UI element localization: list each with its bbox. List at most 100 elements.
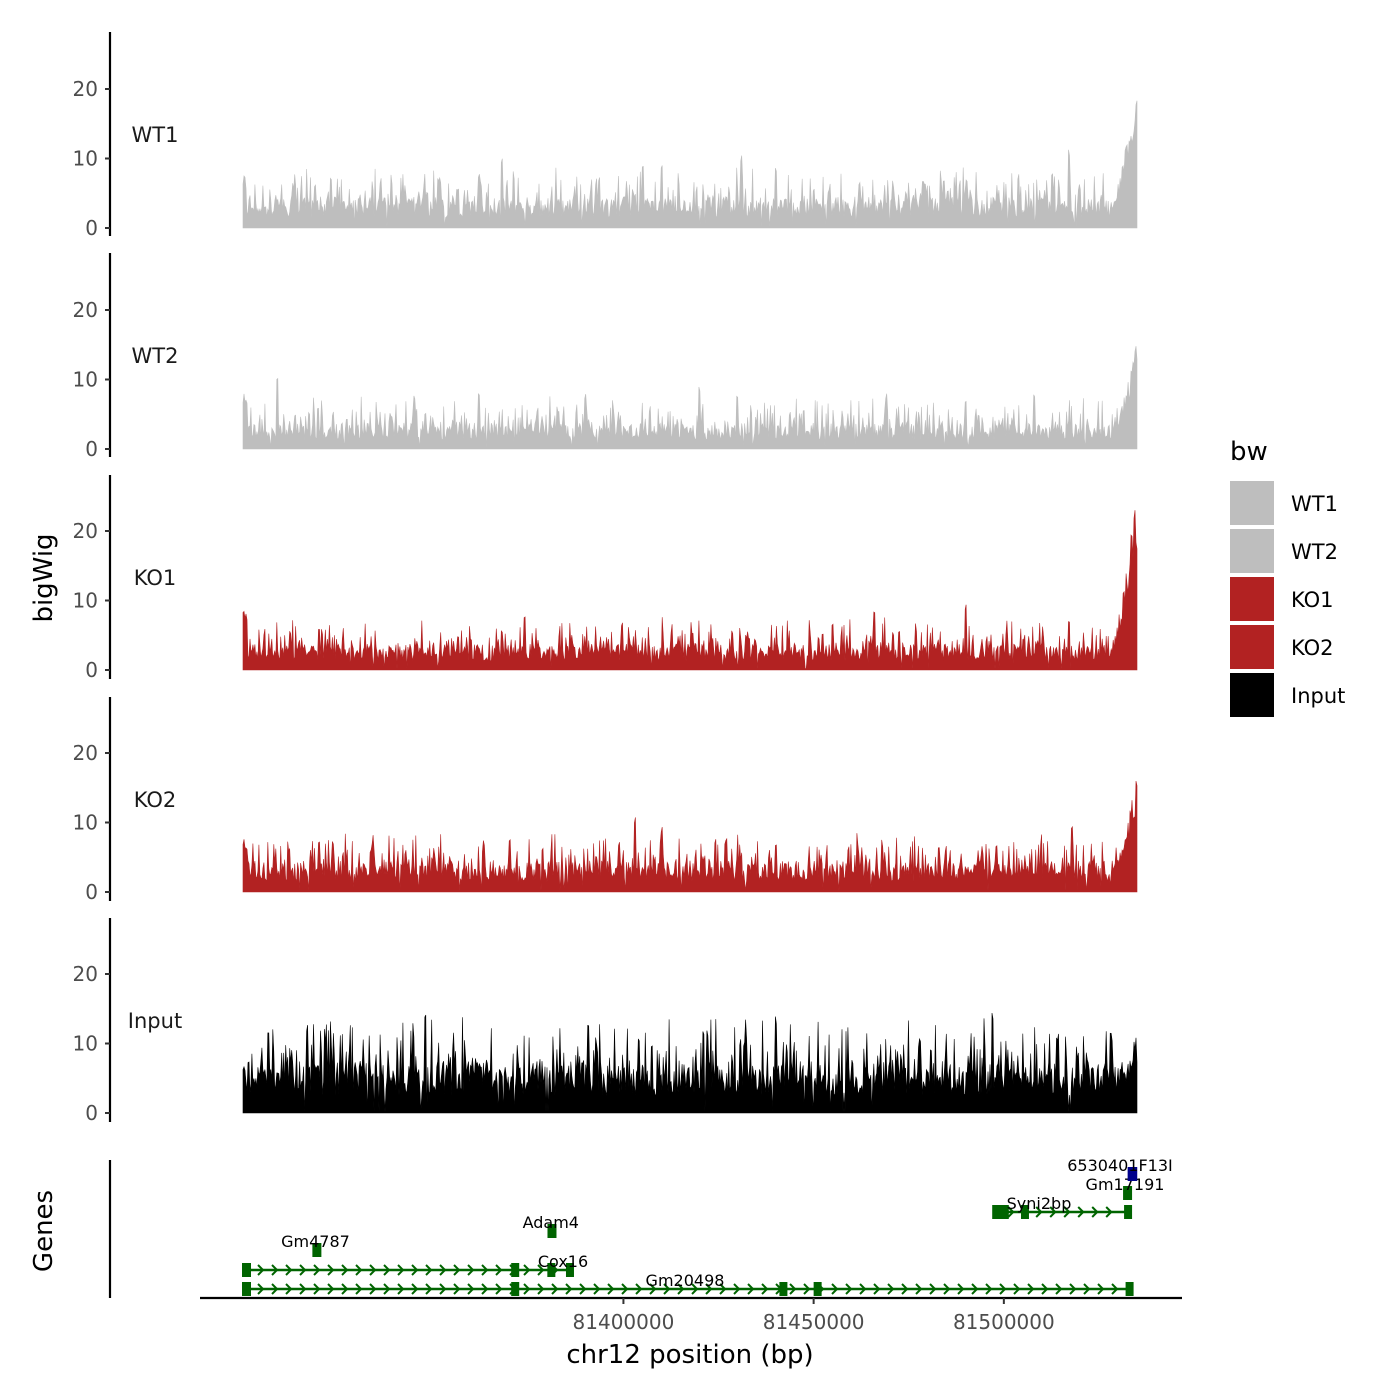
strand-chevron	[285, 1283, 293, 1295]
strand-chevron	[1077, 1206, 1085, 1218]
strand-chevron	[845, 1283, 853, 1295]
strand-chevron	[341, 1264, 349, 1276]
y-tick-label: 10	[73, 1032, 98, 1056]
strand-chevron	[313, 1283, 321, 1295]
exon	[1125, 1282, 1134, 1296]
strand-chevron	[537, 1264, 545, 1276]
signal-area-wt2	[242, 346, 1138, 450]
gene-gm17191: Gm17191	[1086, 1175, 1164, 1200]
genes-axis-title: Genes	[29, 1190, 59, 1272]
track-wt2: 0 10 20 WT2	[73, 253, 1138, 461]
exon	[1020, 1205, 1029, 1219]
exon	[1124, 1186, 1133, 1200]
y-tick-label: 20	[73, 298, 98, 322]
exon	[548, 1224, 557, 1238]
strand-chevron	[761, 1283, 769, 1295]
legend-key-wt2	[1230, 529, 1274, 573]
strand-chevron	[635, 1283, 643, 1295]
legend-label-input: Input	[1291, 684, 1345, 708]
y-tick-label: 20	[73, 519, 98, 543]
strand-chevron	[1105, 1206, 1113, 1218]
gene-label: 6530401F13I	[1067, 1156, 1173, 1175]
y-tick-label: 20	[73, 741, 98, 765]
strand-chevron	[397, 1264, 405, 1276]
legend-key-ko1	[1230, 577, 1274, 621]
strand-chevron	[1097, 1283, 1105, 1295]
gene-label: Cox16	[538, 1252, 588, 1271]
strand-chevron	[439, 1264, 447, 1276]
strand-chevron	[649, 1283, 657, 1295]
genes-panel: Gm4787 Adam4 Cox16 Gm20498 Syni2bp Gm17191653…	[108, 1156, 1173, 1298]
strand-chevron	[481, 1283, 489, 1295]
y-tick-label: 10	[73, 811, 98, 835]
strand-chevron	[1055, 1283, 1063, 1295]
gene-cox16: Cox16	[242, 1252, 588, 1277]
x-axis-title: chr12 position (bp)	[566, 1340, 813, 1370]
gene-6530401f13i: 6530401F13I	[1067, 1156, 1173, 1181]
exon	[547, 1263, 556, 1277]
gene-label: Gm20498	[646, 1271, 725, 1290]
strand-chevron	[551, 1283, 559, 1295]
strand-chevron	[1111, 1283, 1119, 1295]
y-tick-label: 0	[85, 1101, 98, 1125]
strand-chevron	[677, 1283, 685, 1295]
strand-chevron	[663, 1283, 671, 1295]
track-input: 0 10 20 Input	[73, 918, 1138, 1125]
strand-chevron	[1063, 1206, 1071, 1218]
strand-chevron	[985, 1283, 993, 1295]
legend-label-ko1: KO1	[1291, 588, 1334, 612]
gene-gm4787: Gm4787	[281, 1232, 350, 1257]
y-tick-label: 0	[85, 437, 98, 461]
signal-area-ko2	[242, 780, 1138, 893]
strand-chevron	[299, 1264, 307, 1276]
strand-chevron	[901, 1283, 909, 1295]
signal-area-input	[242, 1012, 1138, 1114]
exon	[565, 1263, 574, 1277]
exon	[779, 1282, 788, 1296]
strand-chevron	[257, 1264, 265, 1276]
y-tick-label: 10	[73, 589, 98, 613]
strand-chevron	[1013, 1283, 1021, 1295]
strand-chevron	[341, 1283, 349, 1295]
strand-chevron	[495, 1283, 503, 1295]
strand-chevron	[383, 1264, 391, 1276]
strand-chevron	[271, 1283, 279, 1295]
strand-chevron	[579, 1283, 587, 1295]
exon	[511, 1263, 520, 1277]
strand-chevron	[369, 1264, 377, 1276]
bigwig-tracks: 0 10 20 WT1 0 10 20 WT2 0 10 20 KO1 0 10 20 KO2 0 10 20 Inp…	[73, 32, 1138, 1125]
legend-label-wt1: WT1	[1291, 492, 1338, 516]
y-tick-label: 0	[85, 658, 98, 682]
strand-chevron	[719, 1283, 727, 1295]
exon	[243, 1282, 251, 1296]
strand-chevron	[537, 1283, 545, 1295]
gene-label: Adam4	[523, 1213, 579, 1232]
track-ko2: 0 10 20 KO2	[73, 697, 1138, 904]
strand-chevron	[397, 1283, 405, 1295]
gene-label: Syni2bp	[1007, 1194, 1072, 1213]
track-label: KO2	[134, 788, 177, 812]
strand-chevron	[621, 1283, 629, 1295]
y-tick-label: 10	[73, 368, 98, 392]
strand-chevron	[313, 1264, 321, 1276]
strand-chevron	[915, 1283, 923, 1295]
strand-chevron	[859, 1283, 867, 1295]
exon	[1124, 1205, 1133, 1219]
strand-chevron	[257, 1283, 265, 1295]
strand-chevron	[271, 1264, 279, 1276]
legend-key-wt1	[1230, 481, 1274, 525]
x-tick-label: 81500000	[953, 1310, 1055, 1334]
strand-chevron	[481, 1264, 489, 1276]
strand-chevron	[733, 1283, 741, 1295]
strand-chevron	[929, 1283, 937, 1295]
strand-chevron	[411, 1283, 419, 1295]
y-tick-label: 20	[73, 77, 98, 101]
strand-chevron	[285, 1264, 293, 1276]
strand-chevron	[1069, 1283, 1077, 1295]
exon	[243, 1263, 251, 1277]
y-tick-label: 0	[85, 880, 98, 904]
exon	[1128, 1167, 1137, 1181]
exon	[313, 1243, 322, 1257]
y-tick-label: 0	[85, 216, 98, 240]
